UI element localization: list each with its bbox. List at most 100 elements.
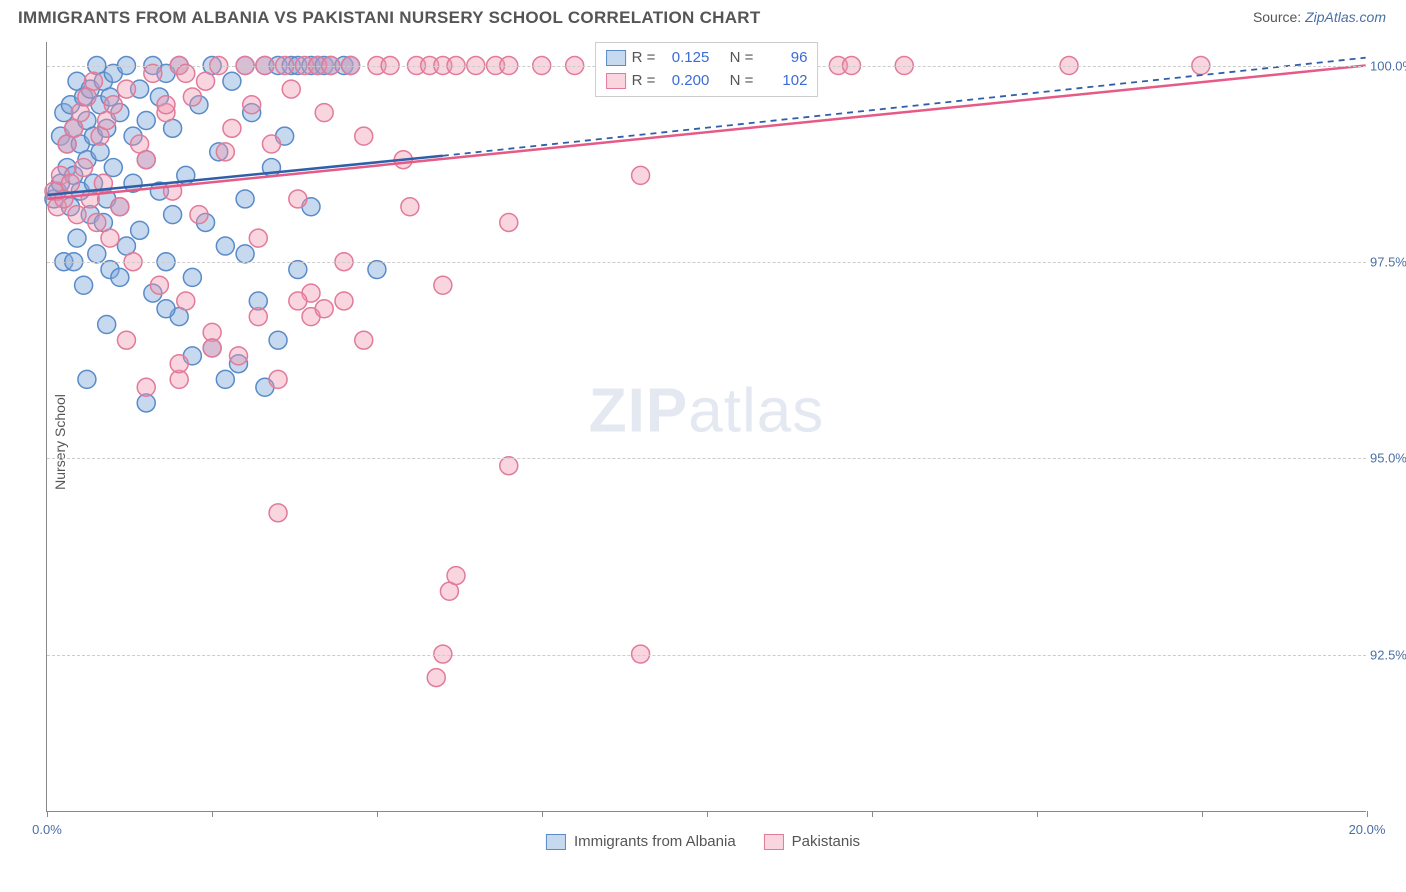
y-tick-label: 92.5% — [1370, 647, 1406, 662]
scatter-point-pakistani — [249, 229, 267, 247]
x-tick-label: 20.0% — [1349, 822, 1386, 837]
scatter-point-pakistani — [500, 457, 518, 475]
scatter-point-pakistani — [68, 206, 86, 224]
scatter-point-pakistani — [117, 331, 135, 349]
scatter-point-pakistani — [434, 276, 452, 294]
scatter-point-pakistani — [88, 213, 106, 231]
scatter-point-albania — [78, 370, 96, 388]
scatter-point-pakistani — [401, 198, 419, 216]
swatch-pakistani — [606, 73, 626, 89]
scatter-point-albania — [88, 245, 106, 263]
scatter-point-pakistani — [243, 96, 261, 114]
scatter-point-pakistani — [197, 72, 215, 90]
scatter-point-pakistani — [177, 64, 195, 82]
scatter-point-albania — [75, 276, 93, 294]
x-tick — [872, 811, 873, 817]
scatter-point-pakistani — [249, 308, 267, 326]
scatter-point-pakistani — [170, 355, 188, 373]
scatter-point-albania — [236, 190, 254, 208]
scatter-point-pakistani — [315, 104, 333, 122]
scatter-point-pakistani — [150, 276, 168, 294]
scatter-point-pakistani — [315, 300, 333, 318]
scatter-point-pakistani — [183, 88, 201, 106]
scatter-point-pakistani — [111, 198, 129, 216]
scatter-point-pakistani — [144, 64, 162, 82]
scatter-point-albania — [289, 261, 307, 279]
scatter-point-pakistani — [61, 174, 79, 192]
y-tick-label: 95.0% — [1370, 451, 1406, 466]
scatter-point-pakistani — [335, 292, 353, 310]
scatter-point-pakistani — [269, 504, 287, 522]
scatter-point-pakistani — [262, 135, 280, 153]
scatter-point-albania — [236, 245, 254, 263]
swatch-albania — [546, 834, 566, 850]
scatter-point-albania — [68, 229, 86, 247]
scatter-point-albania — [216, 237, 234, 255]
scatter-point-albania — [157, 300, 175, 318]
gridline — [47, 262, 1366, 263]
x-tick — [1367, 811, 1368, 817]
scatter-point-albania — [111, 268, 129, 286]
correlation-legend: R = 0.125 N = 96 R = 0.200 N = 102 — [595, 42, 819, 97]
scatter-point-albania — [98, 316, 116, 334]
scatter-point-albania — [164, 206, 182, 224]
scatter-point-pakistani — [190, 206, 208, 224]
scatter-point-albania — [104, 159, 122, 177]
legend-label: Immigrants from Albania — [574, 833, 736, 850]
scatter-point-albania — [137, 111, 155, 129]
scatter-point-pakistani — [137, 151, 155, 169]
y-tick-label: 97.5% — [1370, 255, 1406, 270]
legend-label: Pakistanis — [792, 833, 860, 850]
x-tick — [377, 811, 378, 817]
legend-row-albania: R = 0.125 N = 96 — [606, 47, 808, 70]
scatter-point-pakistani — [104, 96, 122, 114]
y-tick-label: 100.0% — [1370, 58, 1406, 73]
legend-item-pakistani: Pakistanis — [764, 833, 860, 850]
x-tick — [212, 811, 213, 817]
scatter-point-pakistani — [101, 229, 119, 247]
scatter-point-pakistani — [216, 143, 234, 161]
scatter-point-pakistani — [157, 96, 175, 114]
scatter-point-pakistani — [282, 80, 300, 98]
legend-row-pakistani: R = 0.200 N = 102 — [606, 70, 808, 93]
scatter-point-pakistani — [632, 166, 650, 184]
gridline — [47, 655, 1366, 656]
plot-area: ZIPatlas R = 0.125 N = 96 R = 0.200 N = … — [46, 42, 1366, 812]
scatter-point-pakistani — [269, 370, 287, 388]
scatter-point-albania — [269, 331, 287, 349]
chart-title: IMMIGRANTS FROM ALBANIA VS PAKISTANI NUR… — [18, 8, 761, 28]
scatter-point-pakistani — [230, 347, 248, 365]
scatter-point-albania — [183, 268, 201, 286]
scatter-point-pakistani — [355, 331, 373, 349]
source-attribution: Source: ZipAtlas.com — [1253, 9, 1386, 27]
chart-container: Nursery School ZIPatlas R = 0.125 N = 96… — [0, 32, 1406, 852]
scatter-point-pakistani — [289, 190, 307, 208]
scatter-point-pakistani — [223, 119, 241, 137]
scatter-point-albania — [131, 221, 149, 239]
scatter-point-pakistani — [137, 378, 155, 396]
scatter-point-pakistani — [85, 72, 103, 90]
legend-item-albania: Immigrants from Albania — [546, 833, 736, 850]
x-tick — [1202, 811, 1203, 817]
x-tick — [542, 811, 543, 817]
scatter-point-pakistani — [447, 567, 465, 585]
scatter-point-pakistani — [75, 159, 93, 177]
scatter-point-pakistani — [500, 213, 518, 231]
scatter-point-pakistani — [427, 669, 445, 687]
scatter-point-pakistani — [177, 292, 195, 310]
swatch-albania — [606, 50, 626, 66]
scatter-point-albania — [368, 261, 386, 279]
scatter-plot-svg — [47, 42, 1366, 811]
scatter-point-albania — [223, 72, 241, 90]
scatter-point-pakistani — [355, 127, 373, 145]
x-tick — [707, 811, 708, 817]
gridline — [47, 458, 1366, 459]
series-legend: Immigrants from Albania Pakistanis — [546, 833, 860, 850]
scatter-point-pakistani — [203, 339, 221, 357]
x-tick — [1037, 811, 1038, 817]
scatter-point-albania — [216, 370, 234, 388]
scatter-point-pakistani — [81, 190, 99, 208]
scatter-point-pakistani — [289, 292, 307, 310]
x-tick — [47, 811, 48, 817]
scatter-point-pakistani — [117, 80, 135, 98]
